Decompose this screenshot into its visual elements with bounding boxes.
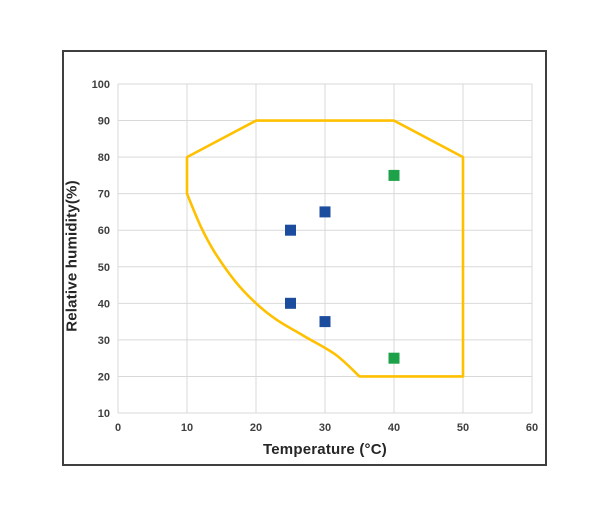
- y-tick-label: 20: [98, 371, 110, 383]
- y-tick-label: 60: [98, 225, 110, 237]
- blue-squares-marker: [285, 297, 296, 309]
- x-tick-label: 50: [457, 422, 469, 434]
- x-tick-label: 30: [319, 422, 331, 434]
- y-tick-label: 90: [98, 116, 110, 128]
- y-axis-title: Relative humidity(%): [63, 180, 81, 332]
- x-tick-label: 60: [526, 422, 538, 434]
- blue-squares-marker: [285, 224, 296, 236]
- green-squares-marker: [388, 169, 400, 181]
- x-tick-label: 10: [181, 422, 193, 434]
- y-tick-label: 100: [92, 79, 110, 91]
- x-tick-label: 20: [250, 422, 262, 434]
- x-tick-label: 40: [388, 422, 400, 434]
- x-axis-title: Temperature (°C): [263, 441, 387, 458]
- y-tick-label: 10: [98, 408, 110, 420]
- blue-squares-marker: [319, 316, 331, 328]
- green-squares-marker: [388, 352, 400, 364]
- blue-squares-marker: [319, 206, 331, 218]
- y-tick-label: 50: [98, 262, 110, 274]
- y-tick-label: 80: [98, 152, 110, 164]
- operating-envelope-outline: [185, 119, 465, 378]
- x-tick-label: 0: [115, 422, 121, 434]
- y-tick-label: 70: [98, 189, 110, 201]
- y-tick-label: 30: [98, 335, 110, 347]
- y-tick-label: 40: [98, 298, 110, 310]
